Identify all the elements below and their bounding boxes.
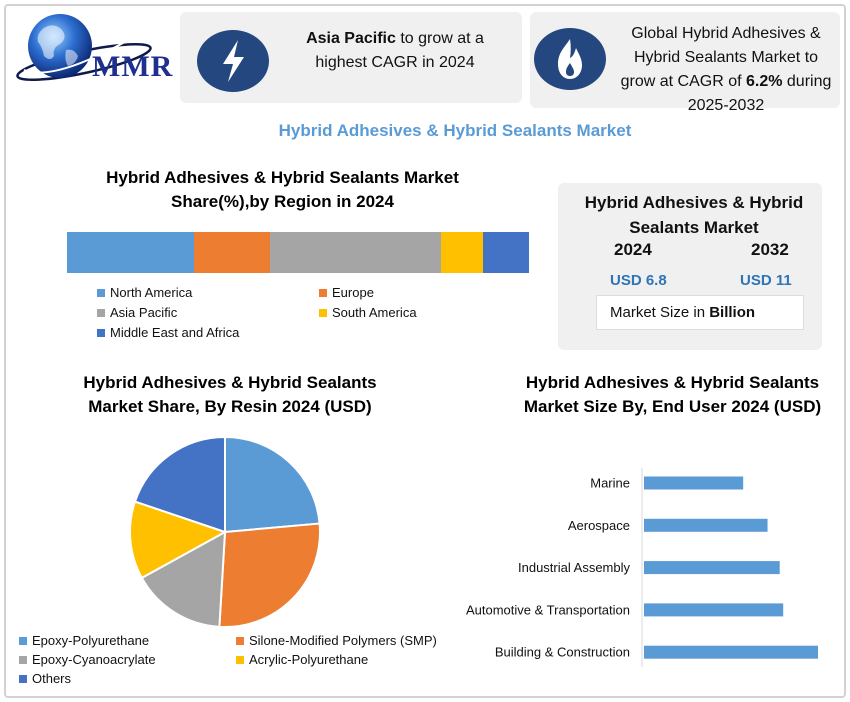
legend-swatch	[97, 288, 105, 297]
legend-swatch	[236, 655, 244, 664]
legend-label: South America	[332, 305, 417, 320]
legend-swatch	[319, 308, 327, 317]
lightning-icon	[197, 30, 269, 92]
enduser-bar-building-construction	[644, 645, 818, 659]
resin-legend-item: Others	[19, 671, 71, 686]
market-size-title: Hybrid Adhesives & Hybrid Sealants Marke…	[584, 193, 804, 237]
pie-slice-epoxy-polyurethane	[224, 435, 321, 534]
region-chart-title: Hybrid Adhesives & Hybrid Sealants Marke…	[106, 168, 459, 211]
region-legend-item: Middle East and Africa	[97, 325, 239, 340]
infographic-frame	[4, 4, 846, 698]
resin-legend-item: Epoxy-Cyanoacrylate	[19, 652, 156, 667]
highlight-card-cagr: Global Hybrid Adhesives & Hybrid Sealant…	[530, 12, 840, 114]
highlight-card-region: Asia Pacific to grow at a highest CAGR i…	[180, 12, 522, 103]
legend-label: Asia Pacific	[110, 305, 178, 320]
card-cagr-text: Global Hybrid Adhesives & Hybrid Sealant…	[620, 25, 832, 114]
enduser-category-label: Aerospace	[568, 518, 630, 533]
region-legend: North America Europe Asia Pacific South Ame…	[97, 285, 497, 345]
resin-chart-title: Hybrid Adhesives & Hybrid Sealants Marke…	[83, 373, 377, 416]
enduser-chart-title: Hybrid Adhesives & Hybrid Sealants Marke…	[523, 373, 822, 416]
region-segment-europe	[194, 232, 271, 273]
legend-label: Acrylic-Polyurethane	[249, 652, 369, 667]
region-legend-item: Asia Pacific	[97, 305, 177, 320]
legend-label: Epoxy-Polyurethane	[32, 633, 150, 648]
legend-label: Middle East and Africa	[110, 325, 240, 340]
legend-label: Epoxy-Cyanoacrylate	[32, 652, 156, 667]
region-legend-item: Europe	[319, 285, 374, 300]
legend-swatch	[236, 636, 244, 645]
legend-label: Others	[32, 671, 72, 686]
value-end: USD 11	[740, 272, 792, 289]
pie-slice-acrylic-polyurethane	[129, 500, 228, 580]
legend-label: North America	[110, 285, 193, 300]
legend-swatch	[19, 655, 27, 664]
pie-slice-silone-modified-polymers-smp	[218, 522, 321, 628]
legend-swatch	[97, 308, 105, 317]
region-segment-middle-east-and-africa	[482, 232, 529, 273]
main-title: Hybrid Adhesives & Hybrid Sealants Marke…	[278, 121, 632, 140]
mmr-logo: MMR	[14, 10, 172, 85]
enduser-category-label: Building & Construction	[495, 645, 630, 660]
region-legend-item: North America	[97, 285, 192, 300]
resin-legend-item: Silone-Modified Polymers (SMP)	[236, 633, 437, 648]
pie-slice-epoxy-cyanoacrylate	[140, 530, 227, 628]
legend-swatch	[19, 674, 27, 683]
enduser-category-label: Industrial Assembly	[518, 560, 630, 575]
card-region-text: Asia Pacific to grow at a highest CAGR i…	[306, 30, 484, 71]
enduser-bar-marine	[644, 476, 744, 490]
legend-swatch	[319, 288, 327, 297]
region-segment-asia-pacific	[270, 232, 442, 273]
year-start: 2024	[614, 240, 652, 259]
legend-swatch	[97, 328, 105, 337]
region-segment-north-america	[67, 232, 195, 273]
legend-label: Europe	[332, 285, 374, 300]
resin-legend-item: Acrylic-Polyurethane	[236, 652, 368, 667]
resin-legend-item: Epoxy-Polyurethane	[19, 633, 149, 648]
enduser-bar-industrial-assembly	[644, 561, 780, 575]
enduser-category-label: Automotive & Transportation	[466, 602, 630, 617]
enduser-bar-aerospace	[644, 518, 768, 532]
value-start: USD 6.8	[610, 272, 667, 289]
globe-icon	[16, 14, 152, 82]
resin-pie-chart	[129, 435, 321, 628]
region-legend-item: South America	[319, 305, 417, 320]
market-size-unit: Market Size in Billion	[596, 295, 804, 330]
region-stacked-bar	[67, 232, 529, 273]
flame-icon	[534, 28, 606, 90]
enduser-category-label: Marine	[590, 476, 630, 491]
legend-label: Silone-Modified Polymers (SMP)	[249, 633, 437, 648]
pie-slice-others	[133, 435, 226, 534]
logo-text: MMR	[92, 50, 174, 83]
market-size-box: Hybrid Adhesives & Hybrid Sealants Marke…	[558, 183, 822, 350]
legend-swatch	[19, 636, 27, 645]
year-end: 2032	[751, 240, 789, 259]
enduser-bar-chart: Marine Aerospace Industrial Assembly Automo…	[466, 468, 818, 667]
region-segment-south-america	[441, 232, 483, 273]
enduser-bar-automotive-transportation	[644, 603, 784, 617]
resin-legend: Epoxy-Polyurethane Silone-Modified Polyme…	[19, 633, 459, 693]
